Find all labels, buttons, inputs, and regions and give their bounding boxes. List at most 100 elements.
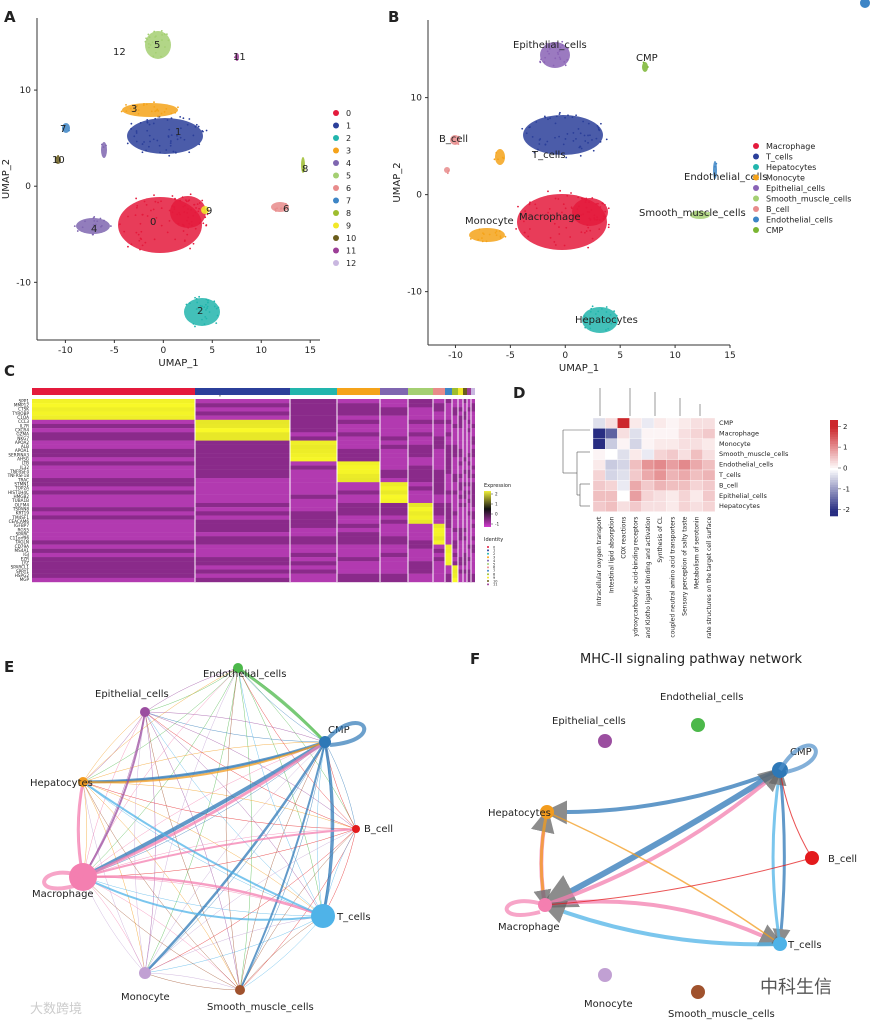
legend-swatch — [753, 216, 759, 223]
cell-dot — [597, 202, 599, 205]
heat-cell — [290, 415, 337, 420]
heat-cell — [408, 569, 433, 574]
heat-cell — [408, 544, 433, 549]
cluster-label: 12 — [113, 47, 126, 58]
heat-cell — [467, 473, 471, 479]
heat-cell — [702, 459, 716, 471]
cell-dot — [144, 40, 147, 43]
heat-cell — [467, 490, 471, 495]
cell-dot — [547, 190, 549, 193]
heat-cell — [452, 486, 458, 491]
heat-cell — [617, 438, 630, 450]
heat-cell — [445, 482, 452, 487]
heat-cell — [195, 523, 290, 529]
cluster-label: B_cell — [439, 134, 468, 145]
heat-cell — [337, 532, 380, 537]
heat-cell — [471, 423, 475, 429]
heat-cell — [380, 436, 408, 441]
gene-label: CEACAM6 — [9, 519, 30, 524]
heat-cell — [195, 532, 290, 537]
cell-dot — [163, 111, 166, 113]
legend-swatch — [753, 174, 759, 181]
heat-cell — [467, 507, 471, 512]
heat-cell — [467, 428, 471, 433]
heat-cell — [195, 498, 290, 504]
cell-dot — [452, 137, 454, 140]
cell-dot — [152, 208, 155, 211]
heat-cell — [290, 490, 337, 495]
cell-dot — [593, 217, 596, 219]
cell-dot — [586, 211, 589, 213]
heat-cell — [290, 419, 337, 425]
cell-dot — [579, 154, 582, 157]
edge — [76, 781, 85, 878]
heat-cell — [337, 415, 380, 420]
cell-dot — [150, 110, 153, 113]
heat-cell — [408, 432, 433, 437]
cell-dot — [73, 225, 76, 227]
heat-cell — [467, 548, 471, 554]
edge — [82, 828, 357, 878]
heat-cell — [380, 494, 408, 500]
heat-cell — [629, 459, 642, 471]
gene-label: STMN1 — [14, 482, 29, 487]
heat-cell — [195, 423, 290, 429]
heat-cell — [458, 519, 463, 524]
heat-cell — [458, 498, 463, 504]
heat-cell — [463, 557, 467, 562]
color-bar — [830, 480, 838, 483]
cell-dot — [695, 210, 697, 213]
heat-cell — [592, 449, 606, 460]
cell-dot — [525, 132, 528, 135]
cell-dot — [137, 233, 140, 236]
cell-dot — [146, 215, 149, 217]
heat-cell — [467, 423, 471, 429]
heat-cell — [32, 432, 195, 437]
cell-dot — [154, 110, 157, 113]
heat-cell — [32, 565, 195, 570]
color-bar — [830, 489, 838, 493]
cell-dot — [190, 208, 193, 211]
heat-cell — [452, 428, 458, 433]
heat-cell — [433, 515, 445, 520]
heat-cell — [471, 403, 475, 408]
heat-cell — [380, 532, 408, 537]
heat-cell — [452, 407, 458, 412]
heat-cell — [445, 415, 452, 420]
cell-dot — [539, 138, 542, 140]
heat-cell — [452, 490, 458, 495]
edge — [225, 667, 241, 991]
heat-cell — [463, 428, 467, 433]
heat-cell — [337, 486, 380, 491]
cell-dot — [566, 59, 569, 61]
gene-label: SERPINA3 — [8, 452, 29, 457]
cell-dot — [195, 207, 197, 209]
cell-dot — [205, 210, 208, 213]
heat-cell — [408, 428, 433, 433]
heat-cell — [32, 502, 195, 508]
gene-label: TSPAN8 — [12, 506, 29, 511]
legend-label: 2 — [346, 134, 351, 143]
heat-cell — [463, 482, 467, 487]
heat-cell — [337, 461, 380, 466]
cell-dot — [697, 210, 700, 213]
cell-dot — [146, 38, 149, 41]
heat-cell — [592, 469, 606, 481]
heat-cell — [678, 438, 691, 450]
color-bar — [830, 420, 838, 423]
legend-label: Endothelial_cells — [766, 216, 833, 225]
edge — [322, 828, 357, 917]
cell-dot — [523, 231, 526, 234]
legend-label: 5 — [493, 562, 495, 566]
heat-cell — [690, 501, 703, 512]
heat-cell — [32, 511, 195, 516]
heat-cell — [290, 436, 337, 441]
edge — [144, 711, 326, 743]
cell-dot — [578, 205, 580, 208]
color-bar — [484, 491, 491, 527]
cell-dot — [147, 33, 150, 36]
heat-cell — [290, 577, 337, 583]
edge — [144, 972, 241, 991]
heat-cell — [467, 532, 471, 537]
cell-dot — [528, 228, 531, 230]
